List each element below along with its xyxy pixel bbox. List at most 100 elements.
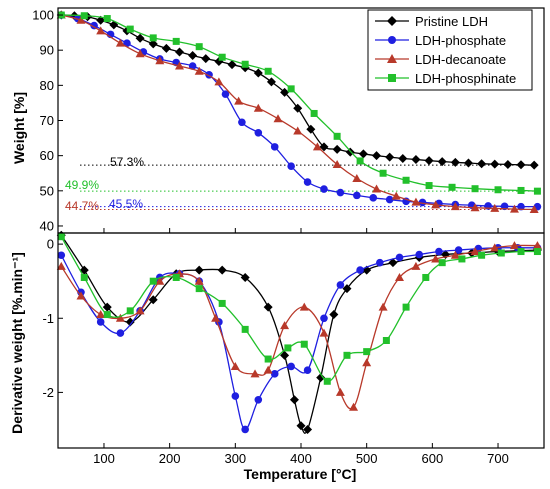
data-point (379, 169, 387, 177)
data-point (195, 43, 203, 51)
x-tick-label: 100 (93, 451, 115, 466)
data-point (320, 185, 328, 193)
data-point (234, 96, 244, 105)
data-point (217, 265, 227, 275)
data-point (211, 313, 221, 322)
data-point (195, 285, 203, 293)
data-point (284, 344, 292, 352)
data-point (356, 266, 364, 274)
data-point (415, 250, 424, 259)
data-point (241, 425, 249, 434)
data-point (332, 144, 342, 154)
data-point (490, 243, 500, 252)
series-line (60, 234, 538, 434)
data-point (509, 204, 519, 213)
data-point (418, 198, 427, 207)
data-point (517, 202, 525, 211)
data-point (161, 43, 171, 53)
data-point (218, 53, 226, 61)
data-point (329, 310, 339, 320)
data-point (332, 159, 342, 168)
legend-label: LDH-decanoate (415, 52, 506, 67)
data-point (155, 276, 165, 285)
y-tick-label: 50 (40, 183, 54, 198)
data-point (221, 90, 230, 98)
data-point (402, 176, 410, 184)
data-point (273, 114, 283, 123)
data-point (280, 350, 290, 360)
data-point (253, 103, 263, 112)
x-tick-label: 300 (224, 451, 246, 466)
data-point (356, 157, 364, 165)
data-point (336, 281, 345, 289)
y-tick-label: 80 (40, 78, 54, 93)
data-point (448, 183, 456, 191)
data-point (201, 54, 211, 64)
data-point (385, 195, 394, 204)
residue-label-phosphate: 45.5% (109, 197, 143, 211)
data-point (303, 424, 313, 434)
data-point (385, 152, 395, 162)
data-point (336, 188, 345, 197)
data-point (458, 255, 466, 263)
data-point (369, 194, 378, 202)
data-point (299, 302, 309, 311)
data-point (353, 191, 361, 200)
data-point (188, 50, 198, 60)
data-point (358, 149, 368, 159)
data-point (306, 124, 316, 134)
derivative-y-axis-label: Derivative weight [%.min⁻¹] (9, 252, 25, 434)
data-point (254, 396, 263, 404)
weight-plot-area: 40 50 60 70 80 90 100 (32, 7, 545, 234)
data-point (454, 246, 463, 254)
y-tick-label: -1 (42, 311, 54, 326)
data-point (123, 39, 131, 47)
x-tick-label: 700 (487, 451, 509, 466)
data-point (435, 247, 443, 256)
data-point (280, 87, 290, 97)
derivative-plot-area: 0 -1 -2 100 200 300 400 500 600 700 (42, 230, 545, 466)
data-point (188, 62, 197, 70)
data-point (517, 248, 525, 256)
data-point (287, 362, 295, 371)
square-marker-icon (388, 74, 396, 82)
data-point (96, 318, 105, 326)
data-point (343, 351, 351, 359)
triangle-marker-icon (387, 54, 397, 63)
data-point (303, 366, 312, 374)
data-point (293, 126, 303, 135)
data-point (194, 66, 204, 75)
data-point (529, 204, 539, 213)
data-point (376, 258, 384, 267)
data-point (175, 61, 184, 70)
data-point (227, 60, 237, 70)
data-point (478, 251, 486, 259)
data-point (270, 143, 279, 151)
data-point (372, 151, 382, 161)
data-point (241, 60, 249, 68)
y-tick-label: 40 (40, 218, 54, 233)
data-point (135, 33, 145, 43)
x-axis-label: Temperature [°C] (244, 466, 357, 482)
data-point (342, 284, 352, 294)
data-point (477, 159, 487, 169)
data-point (172, 273, 180, 281)
data-point (494, 186, 502, 194)
data-point (194, 276, 204, 285)
data-point (266, 77, 276, 87)
y-tick-label: 60 (40, 148, 54, 163)
data-point (402, 303, 410, 311)
data-point (431, 200, 441, 209)
circle-marker-icon (388, 36, 396, 44)
data-point (194, 265, 204, 275)
data-point (148, 39, 158, 49)
data-point (57, 251, 66, 260)
data-point (533, 187, 541, 195)
top-panel: 40 50 60 70 80 90 100 Weight [%] Pristine LDH … (11, 7, 545, 234)
data-point (80, 12, 88, 20)
data-point (395, 272, 405, 281)
y-tick-label: 70 (40, 113, 54, 128)
data-point (148, 295, 158, 305)
data-point (411, 155, 421, 165)
data-point (270, 370, 279, 378)
